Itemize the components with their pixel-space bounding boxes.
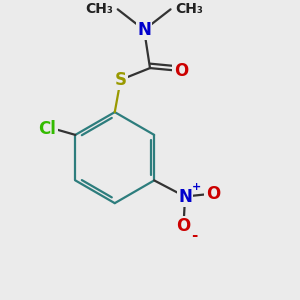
Text: S: S <box>115 71 127 89</box>
Text: CH₃: CH₃ <box>85 2 113 16</box>
Text: O: O <box>206 184 220 202</box>
Text: +: + <box>192 182 201 192</box>
Text: O: O <box>176 217 191 235</box>
Text: -: - <box>191 228 198 243</box>
Text: O: O <box>174 62 188 80</box>
Text: N: N <box>137 21 151 39</box>
Text: CH₃: CH₃ <box>175 2 203 16</box>
Text: Cl: Cl <box>38 120 56 138</box>
Text: N: N <box>178 188 192 206</box>
